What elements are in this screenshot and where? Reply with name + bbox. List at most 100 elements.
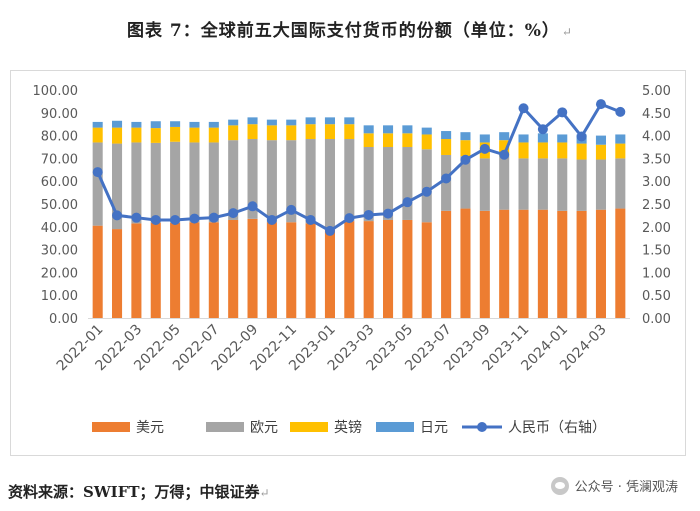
legend-label: 日元 [420, 420, 448, 436]
bar-segment [557, 210, 568, 318]
legend-label: 美元 [136, 420, 164, 436]
bar-segment [228, 219, 239, 318]
legend-swatch [376, 422, 414, 432]
bar-segment [402, 219, 413, 318]
y2-tick-label: 1.50 [642, 244, 671, 259]
bar-segment [595, 135, 606, 145]
bar-segment [131, 127, 142, 143]
y-tick-label: 20.00 [41, 266, 78, 281]
bar-segment [402, 147, 413, 220]
rmb-point [189, 213, 200, 224]
bar-segment [189, 121, 200, 128]
rmb-point [383, 208, 394, 219]
rmb-point [363, 209, 374, 220]
rmb-point [208, 212, 219, 223]
rmb-point [499, 149, 510, 160]
bar-segment [266, 125, 277, 141]
bar-segment [150, 142, 161, 223]
bar-segment [615, 208, 626, 318]
bar-segment [266, 119, 277, 126]
bar-segment [247, 124, 258, 140]
bar-segment [305, 124, 316, 140]
watermark: 公众号 · 凭澜观涛 [550, 476, 678, 495]
y2-tick-label: 2.00 [642, 221, 671, 236]
y2-tick-label: 3.00 [642, 175, 671, 190]
rmb-point [228, 208, 239, 219]
rmb-line [96, 102, 621, 233]
bar-segment [576, 159, 587, 211]
bar-segment [247, 117, 258, 125]
bar-segment [363, 125, 374, 134]
bar-segment [247, 139, 258, 219]
wechat-icon [550, 476, 569, 495]
rmb-point [479, 143, 490, 154]
y-tick-label: 60.00 [41, 175, 78, 190]
bar-segment [460, 156, 471, 209]
bar-segment [324, 117, 335, 125]
rmb-point [441, 173, 452, 184]
bar-segment [518, 158, 529, 210]
bar-segment [499, 156, 510, 210]
source-text: 资料来源：SWIFT；万得；中银证券 [8, 483, 260, 501]
bar-segment [576, 210, 587, 318]
bar-segment [92, 127, 103, 143]
bar-segment [537, 158, 548, 210]
bar-segment [228, 125, 239, 141]
rmb-point [247, 201, 258, 212]
y2-tick-label: 5.00 [642, 84, 671, 99]
bar-segment [170, 121, 181, 127]
bar-segment [479, 158, 490, 211]
y2-tick-label: 4.00 [642, 130, 671, 145]
y-tick-label: 80.00 [41, 130, 78, 145]
bar-segment [441, 131, 452, 140]
rmb-point [518, 103, 529, 114]
chart-title-text: 图表 7：全球前五大国际支付货币的份额（单位：%） [127, 21, 560, 41]
bar-segment [499, 209, 510, 318]
bar-segment [344, 124, 355, 140]
bar-segment [576, 143, 587, 160]
bar-segment [92, 225, 103, 318]
rmb-point [615, 106, 626, 117]
rmb-point [112, 210, 123, 221]
chart-frame [10, 70, 686, 456]
bar-segment [595, 144, 606, 160]
rmb-point [557, 107, 568, 118]
bar-segment [208, 142, 219, 223]
y2-tick-label: 0.50 [642, 289, 671, 304]
bar-segment [170, 141, 181, 223]
bar-segment [615, 158, 626, 209]
y-tick-label: 50.00 [41, 198, 78, 213]
bar-segment [363, 133, 374, 147]
y-tick-label: 70.00 [41, 152, 78, 167]
bar-segment [363, 147, 374, 222]
y2-tick-label: 4.50 [642, 107, 671, 122]
paragraph-mark-icon: ↵ [259, 486, 270, 500]
bar-segment [615, 134, 626, 144]
legend-marker [477, 422, 487, 432]
rmb-point [266, 214, 277, 225]
bar-segment [363, 221, 374, 318]
rmb-point [537, 124, 548, 135]
rmb-point [344, 213, 355, 224]
rmb-point [324, 225, 335, 236]
legend-label: 人民币（右轴） [508, 420, 606, 436]
bar-segment [537, 133, 548, 143]
rmb-point [286, 204, 297, 215]
bar-segment [460, 132, 471, 141]
bar-segment [305, 117, 316, 125]
bar-segment [305, 139, 316, 224]
bar-segment [189, 127, 200, 143]
bar-segment [595, 209, 606, 318]
bar-segment [286, 222, 297, 318]
bar-segment [247, 218, 258, 318]
y-tick-label: 40.00 [41, 221, 78, 236]
bar-segment [189, 222, 200, 318]
bar-segment [537, 209, 548, 318]
bar-segment [112, 120, 123, 128]
legend-label: 英镑 [334, 419, 362, 436]
bar-segment [286, 119, 297, 126]
bar-segment [402, 133, 413, 147]
legend-swatch [92, 422, 130, 432]
source-note: 资料来源：SWIFT；万得；中银证券↵ [8, 481, 270, 502]
bar-segment [324, 139, 335, 228]
